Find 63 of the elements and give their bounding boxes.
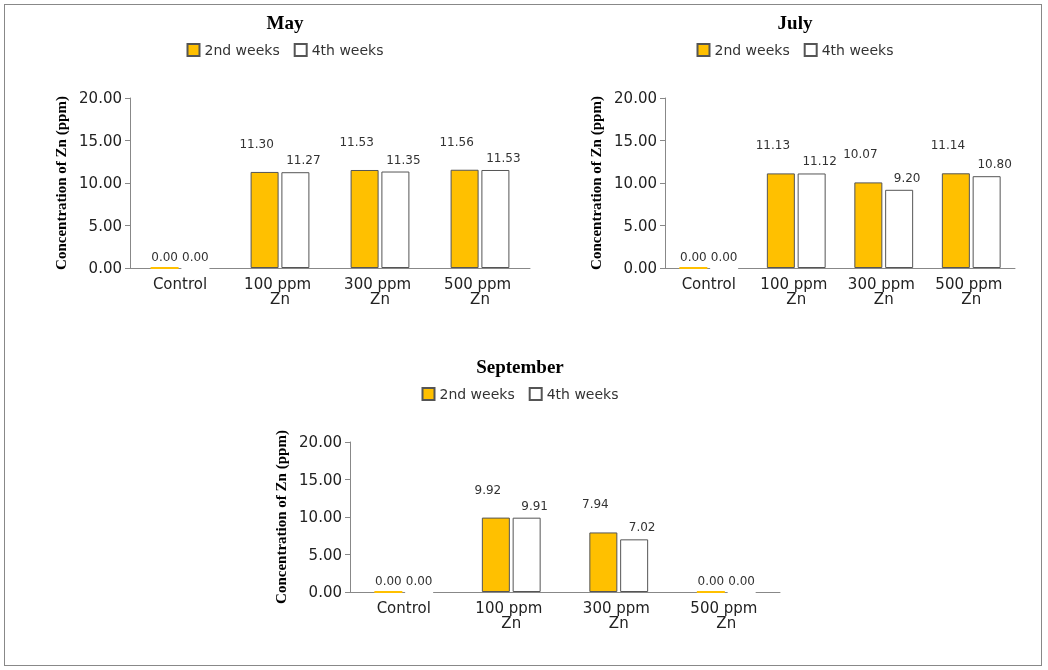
x-tick-label: 300 ppm Zn xyxy=(582,598,655,632)
data-label: 10.80 xyxy=(977,157,1012,172)
x-tick-label: Control xyxy=(152,274,208,293)
chart-title: July xyxy=(777,12,813,33)
data-label: 11.30 xyxy=(239,136,274,151)
data-label: 9.91 xyxy=(521,498,549,513)
legend-label: 4th weeks xyxy=(311,42,384,58)
data-label: 11.53 xyxy=(486,150,521,165)
data-label: 7.94 xyxy=(581,497,609,512)
y-tick-label: 0.00 xyxy=(88,259,122,277)
chart-title: May xyxy=(266,12,304,33)
y-tick-label: 10.00 xyxy=(614,174,657,192)
y-tick-label: 5.00 xyxy=(623,216,657,235)
data-label: 0.00 xyxy=(697,574,725,588)
x-tick-label: 300 ppm Zn xyxy=(344,274,416,308)
y-axis-title: Concentration of Zn (ppm) xyxy=(272,430,290,604)
x-tick-label: Control xyxy=(376,598,431,617)
y-tick-label: 20.00 xyxy=(79,89,122,107)
data-label: 0.00 xyxy=(151,250,178,264)
x-tick-label: 100 ppm Zn xyxy=(475,598,548,632)
x-tick-label: 500 ppm Zn xyxy=(935,274,1008,308)
data-label: 0.00 xyxy=(182,250,209,264)
data-label: 9.20 xyxy=(893,170,921,185)
legend-label: 4th weeks xyxy=(546,386,619,402)
x-tick-label: 100 ppm Zn xyxy=(244,274,316,308)
data-label: 11.56 xyxy=(439,134,474,149)
data-label: 7.02 xyxy=(628,520,656,535)
data-label: 0.00 xyxy=(374,574,402,588)
y-tick-label: 10.00 xyxy=(299,508,342,526)
y-axis-title: Concentration of Zn (ppm) xyxy=(587,96,605,270)
y-tick-label: 15.00 xyxy=(614,131,657,150)
y-tick-label: 5.00 xyxy=(308,545,342,564)
x-tick-label: 500 ppm Zn xyxy=(444,274,516,308)
legend-label: 4th weeks xyxy=(821,42,894,58)
y-tick-label: 20.00 xyxy=(614,89,657,107)
x-tick-label: Control xyxy=(681,274,736,293)
x-tick-label: 100 ppm Zn xyxy=(760,274,833,308)
y-tick-label: 15.00 xyxy=(299,470,342,489)
legend-label: 2nd weeks xyxy=(439,386,515,402)
y-tick-label: 15.00 xyxy=(79,131,122,150)
legend-label: 2nd weeks xyxy=(204,42,280,58)
y-tick-label: 0.00 xyxy=(308,583,342,601)
data-label: 10.07 xyxy=(843,147,878,162)
data-label: 11.53 xyxy=(339,134,374,149)
legend-label: 2nd weeks xyxy=(714,42,790,58)
data-label: 11.13 xyxy=(755,138,791,153)
y-axis-title: Concentration of Zn (ppm) xyxy=(52,96,70,270)
chart-title: September xyxy=(476,356,565,377)
data-label: 11.14 xyxy=(930,138,966,153)
x-tick-label: 500 ppm Zn xyxy=(690,598,763,632)
y-tick-label: 5.00 xyxy=(88,216,122,235)
data-label: 0.00 xyxy=(710,250,738,264)
data-label: 0.00 xyxy=(405,574,433,588)
x-tick-label: 300 ppm Zn xyxy=(847,274,920,308)
data-label: 11.12 xyxy=(802,154,837,169)
data-label: 11.35 xyxy=(386,152,421,167)
data-label: 0.00 xyxy=(728,574,756,588)
y-tick-label: 0.00 xyxy=(623,259,657,277)
data-label: 11.27 xyxy=(286,153,321,168)
data-label: 0.00 xyxy=(679,250,707,264)
data-label: 9.92 xyxy=(474,482,502,497)
y-tick-label: 10.00 xyxy=(79,174,122,192)
y-tick-label: 20.00 xyxy=(299,433,342,451)
